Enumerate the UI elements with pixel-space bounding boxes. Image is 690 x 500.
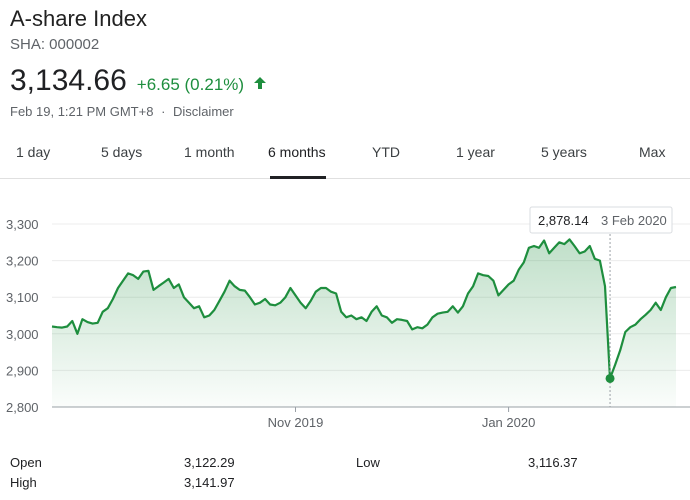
stat-low-value: 3,116.37 xyxy=(528,455,578,470)
tooltip-box xyxy=(529,206,673,234)
stat-low-label: Low xyxy=(356,455,380,470)
meta-separator: · xyxy=(161,104,166,119)
highlight-point xyxy=(605,373,615,383)
tab-max[interactable]: Max xyxy=(639,144,666,160)
up-arrow-icon xyxy=(253,75,267,95)
stat-open-label: Open xyxy=(10,455,42,470)
tab-1-day[interactable]: 1 day xyxy=(16,144,51,160)
tooltip-date: 3 Feb 2020 xyxy=(601,213,667,228)
hover-tooltip: 2,878.14 3 Feb 2020 xyxy=(529,206,673,234)
tab-6-months[interactable]: 6 months xyxy=(268,144,326,160)
ticker-symbol: SHA: 000002 xyxy=(10,36,100,53)
active-tab-indicator xyxy=(270,176,326,179)
price-chart[interactable]: 3,300 3,200 3,100 3,000 2,900 2,800 Nov 2019 Ja… xyxy=(0,180,690,435)
disclaimer-link[interactable]: Disclaimer xyxy=(173,104,234,119)
quote-timestamp: Feb 19, 1:21 PM GMT+8 xyxy=(10,104,154,119)
stat-high-label: High xyxy=(10,475,37,490)
y-tick-label: 3,100 xyxy=(6,290,39,305)
tab-5-years[interactable]: 5 years xyxy=(541,144,587,160)
price-change: +6.65 (0.21%) xyxy=(137,75,267,95)
quote-meta: Feb 19, 1:21 PM GMT+8 · Disclaimer xyxy=(10,104,234,119)
tab-ytd[interactable]: YTD xyxy=(372,144,400,160)
y-tick-label: 2,800 xyxy=(6,400,39,415)
tab-1-month[interactable]: 1 month xyxy=(184,144,235,160)
series-line xyxy=(51,238,677,380)
index-title: A-share Index xyxy=(10,6,147,31)
y-tick-label: 2,900 xyxy=(6,363,39,378)
x-tick-label: Jan 2020 xyxy=(482,415,536,430)
stat-high-value: 3,141.97 xyxy=(184,475,235,490)
tooltip-value: 2,878.14 xyxy=(538,213,589,228)
series-area xyxy=(52,239,676,407)
y-tick-label: 3,000 xyxy=(6,327,39,342)
price-change-value: +6.65 (0.21%) xyxy=(136,75,245,94)
tab-5-days[interactable]: 5 days xyxy=(101,144,143,160)
current-price: 3,134.66 xyxy=(10,64,127,97)
tab-1-year[interactable]: 1 year xyxy=(456,144,495,160)
y-tick-label: 3,300 xyxy=(6,217,39,232)
stat-open-value: 3,122.29 xyxy=(184,455,235,470)
y-tick-label: 3,200 xyxy=(6,254,39,269)
price-row: 3,134.66 +6.65 (0.21%) xyxy=(10,64,267,98)
range-tabs: 1 day 5 days 1 month 6 months YTD 1 year… xyxy=(0,130,690,179)
x-tick-label: Nov 2019 xyxy=(268,415,324,430)
